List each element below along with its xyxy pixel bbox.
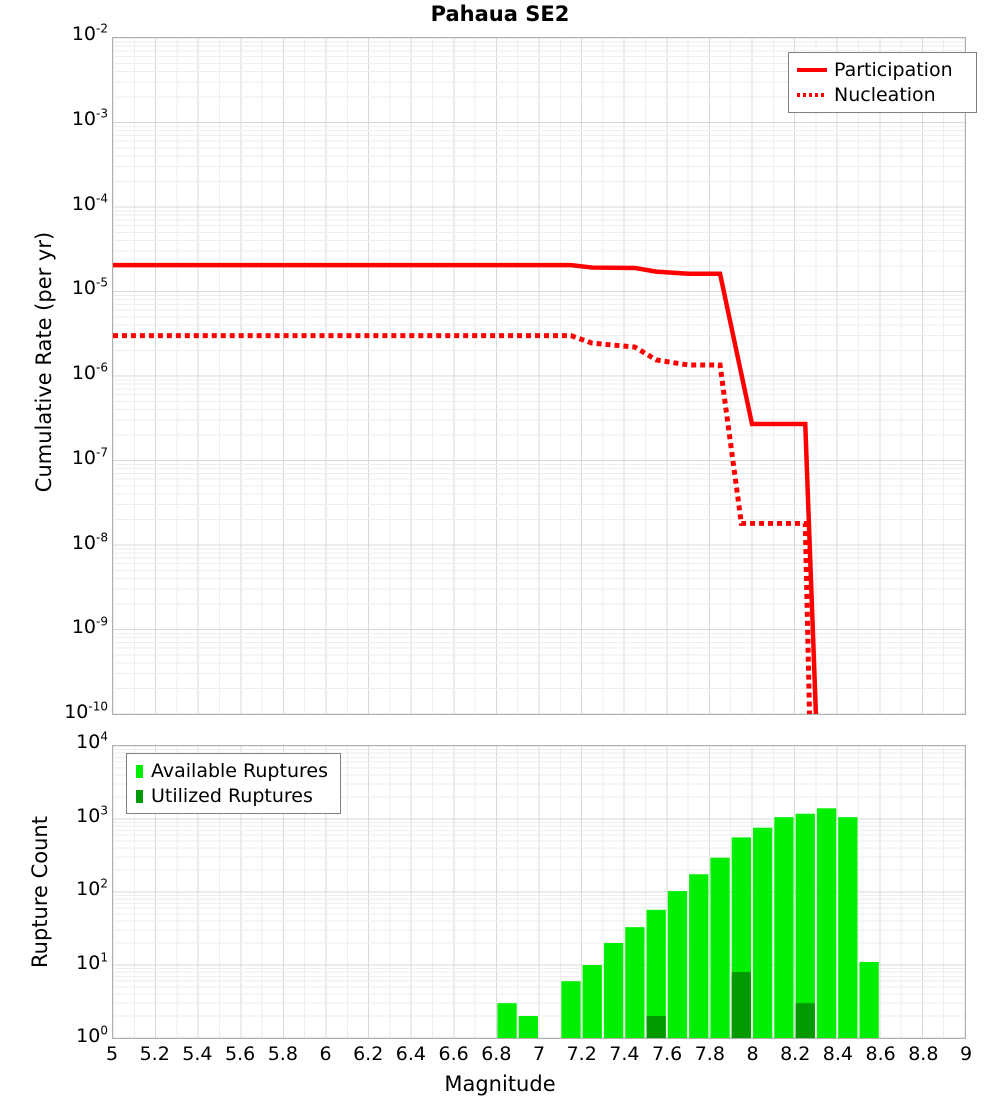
bottom-y-tick: 101 — [76, 950, 108, 974]
x-tick: 6.6 — [438, 1043, 469, 1065]
legend-label-utilized-ruptures: Utilized Ruptures — [151, 784, 313, 807]
x-tick: 8.2 — [780, 1043, 811, 1065]
x-tick: 9 — [959, 1043, 973, 1065]
bottom-y-tick: 104 — [76, 729, 108, 753]
bottom-plot-legend: Available Ruptures Utilized Ruptures — [126, 753, 341, 814]
x-tick: 5.4 — [182, 1043, 213, 1065]
x-tick: 5.2 — [139, 1043, 170, 1065]
top-y-tick: 10-3 — [71, 106, 108, 130]
bottom-y-tick: 102 — [76, 876, 108, 900]
x-tick: 5.6 — [224, 1043, 256, 1065]
top-y-axis-label: Cumulative Rate (per yr) — [32, 231, 56, 493]
x-tick: 8.6 — [865, 1043, 896, 1065]
x-tick: 6.4 — [395, 1043, 426, 1065]
x-axis-label: Magnitude — [444, 1072, 556, 1096]
bottom-y-axis-label: Rupture Count — [28, 816, 52, 968]
nucleation-line-icon — [796, 85, 830, 105]
top-y-tick: 10-10 — [64, 699, 108, 723]
x-tick: 8.8 — [908, 1043, 939, 1065]
x-tick: 7.4 — [609, 1043, 640, 1065]
legend-label-available-ruptures: Available Ruptures — [151, 759, 328, 782]
x-tick: 5.8 — [267, 1043, 298, 1065]
x-tick-labels: 5 5.2 5.4 5.6 5.8 6 6.2 6.4 6.6 6.8 7 7.2 7.4 7.6 7.8 8… — [0, 1043, 1000, 1071]
legend-item-available-ruptures[interactable]: Available Ruptures — [134, 758, 332, 783]
x-tick: 5 — [105, 1043, 119, 1065]
legend-label-nucleation: Nucleation — [834, 83, 936, 106]
x-tick: 7 — [532, 1043, 546, 1065]
available-ruptures-swatch-icon — [134, 761, 148, 781]
legend-item-nucleation[interactable]: Nucleation — [796, 82, 968, 107]
participation-line-icon — [796, 60, 830, 80]
top-y-tick: 10-8 — [71, 530, 108, 554]
x-tick: 7.8 — [694, 1043, 725, 1065]
top-plot-data-lines — [113, 262, 819, 714]
top-y-tick: 10-4 — [71, 191, 108, 215]
top-plot-legend: Participation Nucleation — [788, 52, 977, 113]
bottom-y-tick-labels: 104 103 102 101 100 — [0, 730, 108, 1050]
utilized-ruptures-swatch-icon — [134, 786, 148, 806]
top-y-tick: 10-2 — [71, 21, 108, 45]
legend-label-participation: Participation — [834, 58, 953, 81]
legend-item-utilized-ruptures[interactable]: Utilized Ruptures — [134, 783, 332, 808]
bottom-y-tick: 100 — [76, 1023, 108, 1047]
legend-item-participation[interactable]: Participation — [796, 57, 968, 82]
bottom-y-tick: 103 — [76, 803, 108, 827]
figure-title: Pahaua SE2 — [430, 2, 570, 26]
x-tick: 6.8 — [481, 1043, 512, 1065]
cumulative-rate-plot — [112, 37, 966, 715]
top-y-tick: 10-9 — [71, 614, 108, 639]
x-tick: 8.4 — [822, 1043, 853, 1065]
x-tick: 7.2 — [566, 1043, 597, 1065]
x-tick: 8 — [746, 1043, 759, 1065]
x-tick: 6 — [319, 1043, 332, 1065]
top-y-tick: 10-6 — [71, 360, 108, 384]
x-tick: 7.6 — [651, 1043, 683, 1065]
top-y-tick: 10-7 — [71, 445, 108, 469]
x-tick: 6.2 — [353, 1043, 384, 1065]
bottom-plot-bars — [497, 808, 879, 1038]
top-y-tick-labels: 10-2 10-3 10-4 10-5 10-6 10-7 10-8 10-9 10-10 — [0, 0, 108, 723]
top-y-tick: 10-5 — [71, 275, 108, 300]
